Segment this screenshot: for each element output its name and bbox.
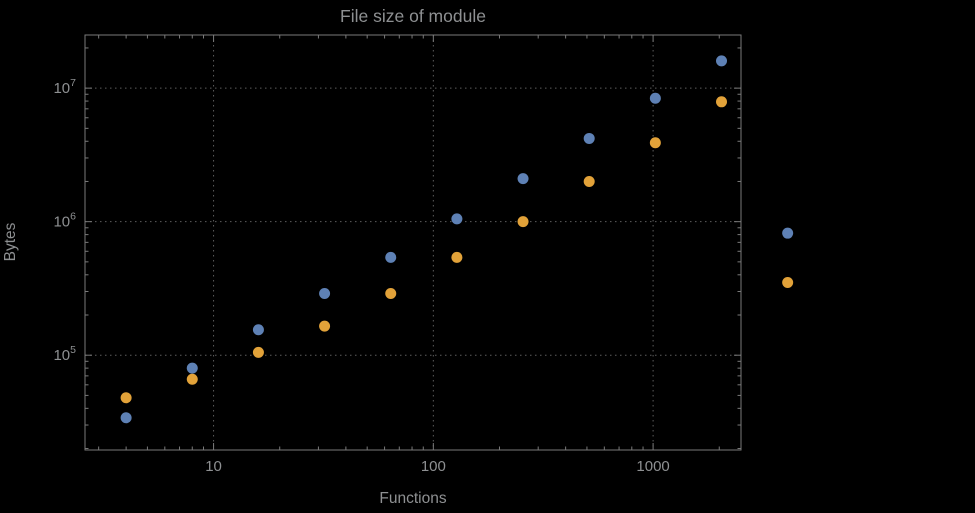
data-point — [649, 92, 661, 104]
data-point — [782, 277, 794, 289]
data-point — [186, 373, 198, 385]
series-blue — [120, 55, 794, 424]
data-point — [186, 362, 198, 374]
y-tick-label: 105 — [53, 344, 76, 364]
y-axis-label: Bytes — [2, 222, 19, 261]
ticks — [85, 35, 741, 450]
data-points — [120, 55, 794, 424]
data-point — [782, 227, 794, 239]
frame — [84, 34, 742, 451]
y-tick-label: 107 — [53, 77, 76, 97]
data-point — [517, 216, 529, 228]
data-point — [319, 320, 331, 332]
data-point — [252, 324, 264, 336]
data-point — [252, 346, 264, 358]
x-tick-label: 1000 — [636, 458, 669, 475]
data-point — [385, 251, 397, 263]
series-orange — [120, 96, 794, 404]
data-point — [649, 137, 661, 149]
data-point — [451, 251, 463, 263]
x-tick-label: 10 — [205, 458, 222, 475]
data-point — [451, 213, 463, 225]
y-tick-label: 106 — [53, 211, 76, 231]
chart-title: File size of module — [340, 6, 486, 26]
data-point — [583, 132, 595, 144]
data-point — [120, 412, 132, 424]
x-axis-label: Functions — [379, 490, 446, 507]
data-point — [716, 96, 728, 108]
data-point — [385, 287, 397, 299]
data-point — [517, 173, 529, 185]
gridlines — [85, 35, 741, 450]
x-tick-label: 100 — [421, 458, 446, 475]
tick-labels: 10 100 1000 105 106 107 — [53, 77, 669, 475]
data-point — [583, 175, 595, 187]
data-point — [319, 287, 331, 299]
data-point — [120, 392, 132, 404]
data-point — [716, 55, 728, 67]
plot-frame — [84, 34, 742, 451]
